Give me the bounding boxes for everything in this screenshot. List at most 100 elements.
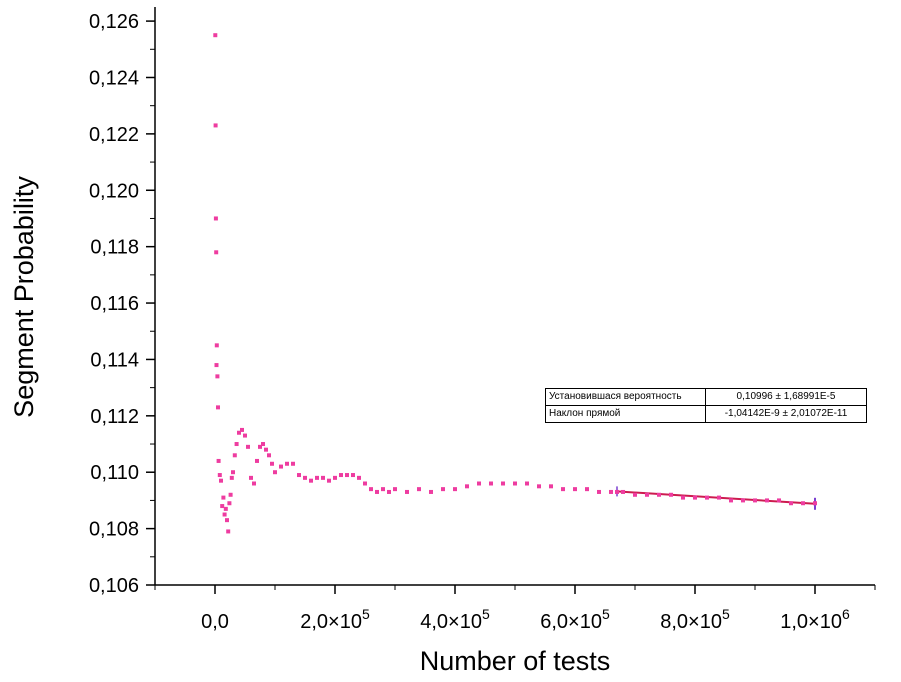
data-point — [339, 473, 343, 478]
data-point — [249, 475, 253, 480]
stats-param-value: 0,10996 ± 1,68991E-5 — [736, 391, 836, 402]
data-point — [645, 492, 649, 497]
data-point — [291, 461, 295, 466]
data-point — [213, 33, 218, 38]
data-point — [213, 216, 218, 221]
data-point — [234, 442, 239, 447]
y-tick-label: 0,114 — [90, 349, 139, 371]
stats-row: Наклон прямой -1,04142E-9 ± 2,01072E-11 — [546, 405, 866, 422]
data-point — [220, 504, 225, 509]
x-tick-label: 4,0×105 — [420, 606, 490, 633]
fit-line — [616, 490, 816, 505]
data-point — [297, 473, 301, 478]
data-point — [252, 481, 256, 486]
data-point — [279, 464, 283, 469]
data-point — [246, 444, 250, 449]
data-point — [237, 430, 241, 435]
data-point — [405, 489, 409, 494]
data-point — [387, 489, 391, 494]
data-point — [219, 478, 223, 483]
data-point — [232, 453, 237, 458]
data-point — [285, 461, 289, 466]
data-point — [255, 458, 259, 463]
data-point — [225, 518, 229, 523]
data-point — [357, 475, 361, 480]
data-point — [228, 492, 233, 497]
data-point — [657, 492, 661, 497]
tick-labels: 0,106 0,108 0,110 0,112 0,114 0,116 0,118 0,120… — [89, 11, 850, 633]
data-point — [321, 475, 325, 480]
data-point — [375, 489, 379, 494]
data-point — [549, 484, 553, 489]
data-point — [258, 444, 262, 449]
data-point — [227, 501, 232, 506]
y-axis-title: Segment Probability — [9, 176, 39, 418]
data-points — [213, 33, 817, 534]
data-point — [441, 487, 445, 492]
data-point — [229, 475, 234, 480]
data-point — [214, 250, 219, 255]
data-point — [369, 487, 373, 492]
data-point — [261, 442, 265, 447]
stats-param-value: -1,04142E-9 ± 2,01072E-11 — [724, 408, 848, 419]
data-point — [221, 495, 226, 500]
data-point — [813, 501, 817, 506]
y-tick-label: 0,120 — [89, 180, 139, 202]
data-point — [717, 495, 721, 500]
data-point — [465, 484, 469, 489]
data-point — [597, 489, 601, 494]
data-point — [513, 481, 517, 486]
data-point — [801, 501, 805, 506]
data-point — [327, 478, 331, 483]
axes — [154, 7, 875, 586]
data-point — [381, 487, 385, 492]
data-point — [561, 487, 565, 492]
data-point — [693, 495, 697, 500]
data-point — [501, 481, 505, 486]
data-point — [525, 481, 529, 486]
data-point — [621, 489, 625, 494]
data-point — [231, 470, 235, 475]
stats-param-name: Установившася вероятность — [546, 389, 706, 405]
data-point — [351, 473, 355, 478]
data-point — [765, 498, 769, 503]
data-point — [705, 495, 709, 500]
x-tick-label: 6,0×105 — [540, 606, 610, 633]
data-point — [393, 487, 397, 492]
data-point — [222, 512, 227, 517]
data-point — [585, 487, 589, 492]
data-point — [264, 447, 268, 452]
data-point — [315, 475, 319, 480]
data-point — [537, 484, 541, 489]
data-point — [417, 487, 421, 492]
data-point — [489, 481, 493, 486]
data-point — [273, 470, 277, 475]
x-tick-label: 0,0 — [201, 611, 229, 633]
data-point — [753, 498, 757, 503]
data-point — [429, 489, 433, 494]
y-tick-label: 0,108 — [89, 519, 139, 541]
data-point — [363, 481, 367, 486]
data-point — [729, 498, 733, 503]
ticks — [146, 20, 876, 594]
data-point — [333, 475, 337, 480]
y-tick-label: 0,118 — [90, 237, 139, 259]
data-point — [213, 123, 218, 128]
data-point — [669, 492, 673, 497]
data-point — [223, 506, 228, 511]
data-point — [789, 501, 793, 506]
fit-stats-table: Установившася вероятность 0,10996 ± 1,68… — [545, 388, 867, 423]
data-point — [609, 489, 613, 494]
stats-param-name: Наклон прямой — [546, 406, 706, 422]
data-point — [477, 481, 481, 486]
data-point — [303, 475, 307, 480]
data-point — [615, 489, 619, 494]
x-axis-title: Number of tests — [420, 646, 611, 676]
data-point — [777, 498, 781, 503]
data-point — [226, 529, 231, 534]
data-point — [216, 458, 221, 463]
y-tick-label: 0,110 — [90, 462, 139, 484]
y-tick-label: 0,126 — [89, 11, 139, 33]
data-point — [216, 405, 220, 410]
